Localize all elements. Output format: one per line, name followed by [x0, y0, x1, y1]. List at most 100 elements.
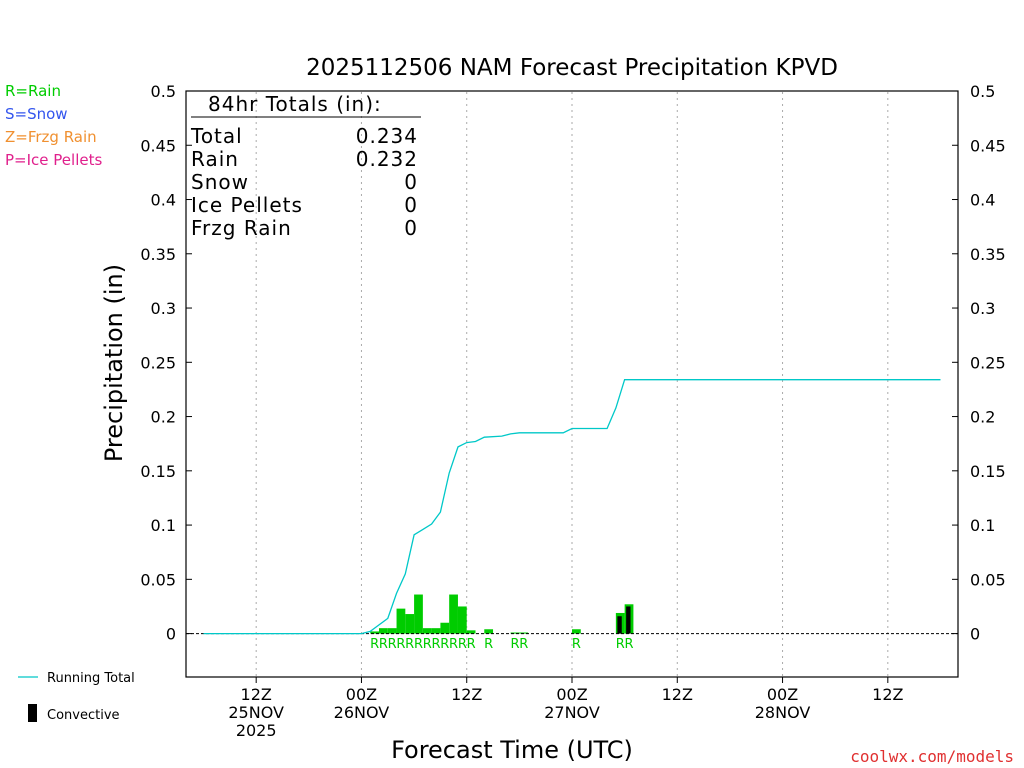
x-tick-label: 28NOV	[755, 703, 811, 722]
totals-row-value: 0	[404, 170, 418, 194]
precip-bar	[387, 628, 397, 634]
precip-bar	[379, 628, 388, 634]
legend-type-1: R=Rain	[5, 82, 61, 100]
precip-bar	[414, 594, 423, 634]
x-tick-label: 00Z	[767, 685, 798, 704]
totals-row-value: 0	[404, 216, 418, 240]
legend-type-4: P=Ice Pellets	[5, 151, 102, 169]
y-tick-label-left: 0.2	[151, 408, 176, 427]
y-tick-label-left: 0.25	[140, 353, 176, 372]
precip-type-label: R	[379, 637, 388, 652]
x-tick-label: 12Z	[872, 685, 903, 704]
totals-heading: 84hr Totals (in):	[208, 92, 382, 116]
y-tick-label-right: 0.05	[970, 570, 1006, 589]
precip-type-label: R	[370, 637, 379, 652]
chart-title: 2025112506 NAM Forecast Precipitation KP…	[306, 55, 838, 81]
x-tick-label: 27NOV	[544, 703, 600, 722]
legend-convective-swatch	[28, 704, 37, 722]
precip-bar	[519, 632, 529, 634]
totals-row-label: Snow	[191, 170, 249, 194]
y-tick-label-left: 0.5	[151, 82, 176, 101]
y-tick-label-left: 0.15	[140, 462, 176, 481]
precip-bar	[484, 629, 494, 634]
precip-bar	[466, 630, 476, 634]
legend-type-3: Z=Frzg Rain	[5, 128, 97, 146]
totals-row-label: Ice Pellets	[191, 193, 303, 217]
x-tick-label: 00Z	[556, 685, 587, 704]
precip-type-label: R	[396, 637, 405, 652]
y-tick-label-right: 0.4	[970, 191, 995, 210]
precip-type-label: R	[423, 637, 432, 652]
convective-bar	[626, 606, 631, 634]
precip-type-label: R	[519, 637, 528, 652]
precip-bar	[396, 608, 406, 634]
precip-type-label: R	[449, 637, 458, 652]
precip-bar	[449, 594, 458, 634]
grid-lines	[255, 92, 889, 676]
series-lines	[186, 379, 958, 635]
totals-box: 84hr Totals (in): Total 0.234 Rain 0.232 Snow…	[190, 92, 421, 240]
x-tick-label: 25NOV	[228, 703, 284, 722]
y-tick-label-right: 0.2	[970, 408, 995, 427]
running-total-line	[203, 379, 941, 635]
precip-bar	[572, 629, 581, 634]
precip-bar	[510, 632, 520, 634]
precip-type-label: R	[467, 637, 476, 652]
totals-row-value: 0.234	[356, 124, 418, 148]
y-tick-label-right: 0.1	[970, 516, 995, 535]
legend-type-2: S=Snow	[5, 105, 68, 123]
y-tick-label-right: 0.25	[970, 353, 1006, 372]
y-tick-label-right: 0.3	[970, 299, 995, 318]
precip-bar	[370, 631, 379, 634]
y-tick-label-left: 0.4	[151, 191, 176, 210]
precip-bar	[431, 628, 441, 634]
y-tick-label-right: 0.35	[970, 245, 1006, 264]
totals-row-value: 0.232	[356, 147, 418, 171]
y-tick-label-right: 0	[970, 625, 980, 644]
y-tick-label-right: 0.45	[970, 136, 1006, 155]
y-tick-label-right: 0.15	[970, 462, 1006, 481]
totals-row-value: 0	[404, 193, 418, 217]
precip-type-label: R	[616, 637, 625, 652]
totals-row-label: Frzg Rain	[191, 216, 292, 240]
credit-text: coolwx.com/models	[850, 747, 1014, 766]
legend-convective-label: Convective	[47, 708, 120, 723]
x-tick-label: 00Z	[346, 685, 377, 704]
y-tick-label-left: 0.45	[140, 136, 176, 155]
y-tick-label-left: 0	[166, 625, 176, 644]
precip-type-label: R	[484, 637, 493, 652]
precip-bar	[440, 622, 450, 634]
precip-bar	[405, 614, 415, 634]
precip-type-label: R	[458, 637, 467, 652]
totals-row-label: Rain	[191, 147, 239, 171]
legend: R=Rain S=Snow Z=Frzg Rain P=Ice Pellets Runn…	[5, 82, 135, 723]
x-tick-label: 12Z	[241, 685, 272, 704]
precip-type-label: R	[414, 637, 423, 652]
precip-type-label: R	[440, 637, 449, 652]
precip-type-label: R	[431, 637, 440, 652]
convective-bar	[617, 616, 622, 634]
x-axis-label: Forecast Time (UTC)	[391, 736, 633, 764]
y-tick-label-left: 0.05	[140, 570, 176, 589]
precip-type-label: R	[624, 637, 633, 652]
x-tick-label: 26NOV	[334, 703, 390, 722]
precip-type-label: R	[572, 637, 581, 652]
precip-type-label: R	[388, 637, 397, 652]
y-tick-label-left: 0.3	[151, 299, 176, 318]
y-tick-label-left: 0.35	[140, 245, 176, 264]
totals-row-label: Total	[190, 124, 243, 148]
legend-running-total-label: Running Total	[47, 671, 135, 686]
precip-type-label: R	[405, 637, 414, 652]
x-tick-label: 12Z	[662, 685, 693, 704]
y-tick-label-right: 0.5	[970, 82, 995, 101]
plot-frame	[185, 90, 959, 678]
precip-bar	[457, 606, 467, 634]
x-tick-label: 2025	[236, 721, 277, 740]
x-tick-label: 12Z	[451, 685, 482, 704]
y-tick-label-left: 0.1	[151, 516, 176, 535]
y-axis-label: Precipitation (in)	[100, 264, 128, 462]
precip-bar	[422, 628, 432, 634]
